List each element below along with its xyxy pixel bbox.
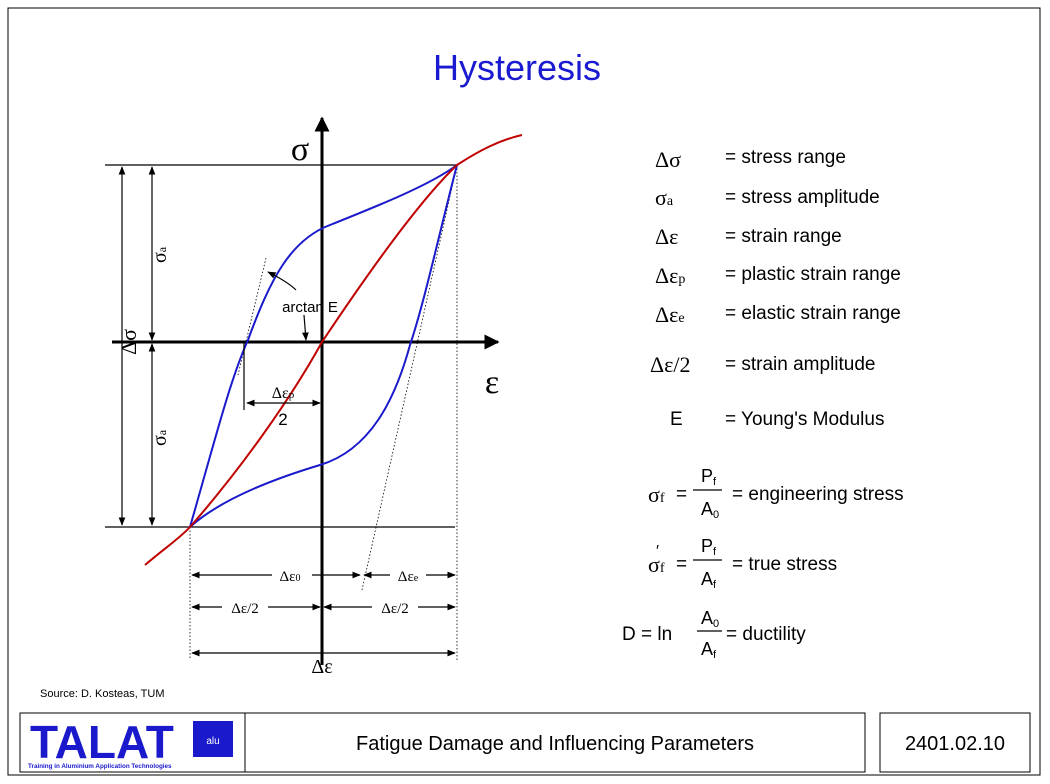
formula-prime: ′	[656, 543, 659, 560]
dim-plastic-label: Δε0	[280, 569, 301, 585]
arctan-pointer	[302, 314, 309, 341]
source: Source: D. Kosteas, TUM	[40, 688, 165, 700]
half-right-label: Δε/2	[381, 601, 409, 617]
formula-text: = ductility	[726, 624, 806, 645]
legend-text: = plastic strain range	[725, 264, 901, 285]
formula-lhs: D = ln	[622, 624, 672, 645]
footer: TALAT alu Training in Aluminium Applicat…	[19, 712, 1031, 773]
code-box	[879, 712, 1031, 773]
legend-text: = stress amplitude	[725, 187, 880, 208]
legend-text: = strain range	[725, 226, 842, 247]
title: Hysteresis	[433, 47, 601, 88]
total-label: Δε	[311, 656, 332, 678]
dim-elastic-label: Δεe	[398, 569, 419, 585]
cyclic-curve	[144, 134, 523, 566]
label-bg	[390, 567, 426, 583]
legend-text: = stress range	[725, 147, 846, 168]
half-left-label: Δε/2	[231, 601, 259, 617]
logo: TALAT	[30, 716, 174, 768]
arctan-label: arctan E	[282, 299, 338, 316]
footer-code: 2401.02.10	[905, 733, 1005, 755]
formula-lhs: σf	[648, 482, 665, 507]
amp-upper-label: σa	[149, 246, 171, 263]
stress-range-label: Δσ	[116, 329, 141, 355]
slide-border	[7, 7, 1041, 776]
logo-subtitle: Training in Aluminium Application Techno…	[28, 763, 172, 770]
legend-symbol: Δσ	[655, 147, 681, 172]
formula-text: = true stress	[732, 554, 837, 575]
legend-symbol: Δε	[655, 224, 678, 249]
plastic-half-num: Δεp	[272, 385, 295, 402]
loop-lower	[189, 164, 458, 528]
loop-upper	[189, 164, 458, 528]
logo-badge	[193, 721, 233, 757]
label-bg	[222, 599, 268, 615]
formula-den: Af	[701, 569, 717, 591]
legend-text: = Young's Modulus	[725, 409, 884, 430]
legend-symbol: E	[670, 409, 683, 430]
legend-symbol: Δεe	[655, 302, 685, 327]
formula-num: Pf	[701, 536, 717, 558]
legend-symbol: Δε/2	[650, 352, 691, 377]
formula-lhs: σf	[648, 552, 665, 577]
formula-num: A0	[701, 608, 719, 630]
sigma-label: σ	[291, 131, 309, 168]
legend-text: = elastic strain range	[725, 303, 901, 324]
formula-eq: =	[676, 484, 687, 505]
diagram: arctan E σ ε Δσ σa σa Δεp 2 Δε0 Δεe Δε/2…	[105, 116, 523, 678]
amp-lower-label: σa	[149, 429, 171, 446]
logo-badge-text: alu	[206, 736, 219, 747]
formula-den: A0	[701, 499, 719, 521]
arctan-arc	[267, 271, 297, 291]
legend: Δσ = stress range σa = stress amplitude …	[622, 147, 904, 661]
epsilon-label: ε	[485, 364, 499, 401]
label-bg	[372, 599, 418, 615]
formula-num: Pf	[701, 466, 717, 488]
legend-text: = strain amplitude	[725, 354, 876, 375]
formula-den: Af	[701, 639, 717, 661]
formula-text: = engineering stress	[732, 484, 904, 505]
legend-symbol: Δεp	[655, 263, 685, 288]
title-box	[244, 712, 866, 773]
legend-symbol: σa	[655, 185, 674, 210]
footer-title: Fatigue Damage and Influencing Parameter…	[356, 733, 754, 755]
label-bg	[272, 567, 312, 583]
formula-eq: =	[676, 554, 687, 575]
tangent	[237, 257, 267, 376]
plastic-half-den: 2	[278, 410, 287, 429]
elastic-slope	[361, 164, 458, 591]
